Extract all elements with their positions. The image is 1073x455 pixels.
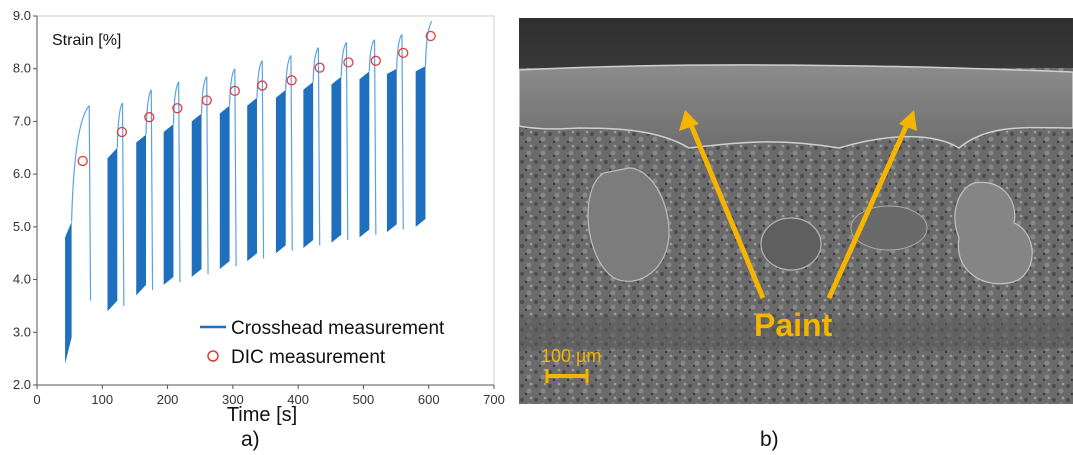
crosshead-cycle-drop [373,39,377,235]
crosshead-cycle-band [247,97,258,262]
paint-arrow-left [686,119,766,299]
crosshead-cycle-band [303,81,314,248]
x-tick-label: 0 [33,392,40,407]
crosshead-cycle-ramp [285,55,292,90]
crosshead-cycle-band [331,76,342,243]
x-axis-label: Time [s] [227,404,297,426]
fiber-band [519,316,1073,352]
paint-layer [519,64,1073,149]
crosshead-cycle-drop [401,34,404,230]
crosshead-cycle-ramp [256,60,263,98]
crosshead-cycle-ramp [340,41,347,77]
y-tick-label: 6.0 [13,166,31,181]
crosshead-cycle-ramp [172,81,180,125]
legend-dic-swatch [207,350,219,362]
x-tick-label: 400 [287,392,309,407]
crosshead-cycle-drop [121,102,125,306]
legend-dic-label: DIC measurement [231,347,386,368]
dic-point [398,47,409,59]
dic-point [116,126,128,138]
crosshead-cycle-band [107,147,118,312]
crosshead-cycle-band [191,113,202,277]
crosshead-cycle-band [275,89,286,254]
x-tick-label: 500 [353,392,375,407]
y-axis-label: Strain [%] [52,32,121,49]
crosshead-cycle-ramp [116,102,124,148]
crosshead-cycle-ramp [312,47,319,82]
crosshead-cycle-band [136,134,147,296]
x-ticks: 0 100 200 300 400 500 600 700 [33,385,505,407]
crosshead-cycle-ramp [145,89,152,135]
dic-point [286,75,297,86]
crosshead-cycle-drop [290,55,293,251]
crosshead-cycle-ramp [71,105,90,222]
y-tick-label: 4.0 [13,272,31,287]
sem-image-svg: Paint 100 µm [519,18,1073,404]
y-tick-label: 2.0 [13,377,31,392]
legend-crosshead-label: Crosshead measurement [231,318,445,339]
paint-pocket-center [760,217,822,271]
dic-point [370,55,381,66]
crosshead-cycle-drop [234,68,237,267]
y-tick-label: 5.0 [13,219,31,234]
dic-point [314,62,325,73]
scale-bar-label: 100 µm [541,346,601,366]
paint-pocket-left [587,167,670,282]
sem-micrograph: Paint 100 µm [519,18,1073,404]
crosshead-cycle-band [386,68,397,233]
crosshead-cycle-band [219,105,230,270]
dic-point [77,155,88,167]
x-tick-label: 300 [222,392,244,407]
y-tick-label: 3.0 [13,324,31,339]
y-tick-label: 7.0 [13,113,31,128]
x-tick-label: 100 [91,392,113,407]
crosshead-cycle-ramp [200,76,208,114]
crosshead-cycle-drop [317,47,321,246]
dic-point [201,95,212,106]
strain-chart: 2.0 3.0 4.0 5.0 6.0 7.0 8.0 9.0 0 100 200 300 400 50… [0,0,510,455]
legend: Crosshead measurement DIC measurement [200,318,445,368]
strain-chart-svg: 2.0 3.0 4.0 5.0 6.0 7.0 8.0 9.0 0 100 200 300 400 50… [13,8,505,426]
paint-label: Paint [754,307,833,343]
vacuum-background [519,18,1073,73]
crosshead-series [65,20,433,364]
crosshead-cycle-band [163,124,174,285]
paint-arrow-right-head [899,110,917,131]
dic-point [343,57,354,68]
paint-pocket-right [954,181,1033,285]
dic-series [77,30,436,167]
crosshead-cycle-drop [261,60,265,259]
crosshead-cycle-drop [150,89,154,291]
x-tick-label: 700 [483,392,505,407]
dic-point [229,85,240,97]
caption-a: a) [241,428,260,451]
crosshead-cycle-band [415,66,426,227]
y-tick-label: 8.0 [13,61,31,76]
paint-pocket-mid-right [850,205,928,251]
crosshead-cycle-drop [206,76,209,275]
paint-arrow-left-head [679,110,699,131]
dic-point [144,112,155,123]
dic-point [257,80,268,91]
paint-arrow-right [826,118,912,300]
dic-point [172,103,183,114]
caption-b: b) [760,428,779,451]
dic-point [425,30,436,42]
x-tick-label: 600 [418,392,440,407]
y-ticks: 2.0 3.0 4.0 5.0 6.0 7.0 8.0 9.0 [13,8,37,392]
crosshead-cycle-drop [178,81,181,283]
crosshead-cycle-ramp [396,34,403,69]
y-tick-label: 9.0 [13,8,31,23]
crosshead-cycle-drop [345,42,349,241]
crosshead-cycle-band [359,71,370,238]
crosshead-cycle-ramp [368,39,376,72]
crosshead-cycle-ramp [424,20,433,67]
crosshead-cycle-ramp [228,68,236,106]
crosshead-cycle-band [65,221,72,364]
crosshead-cycle-drop [88,105,92,301]
x-tick-label: 200 [157,392,179,407]
